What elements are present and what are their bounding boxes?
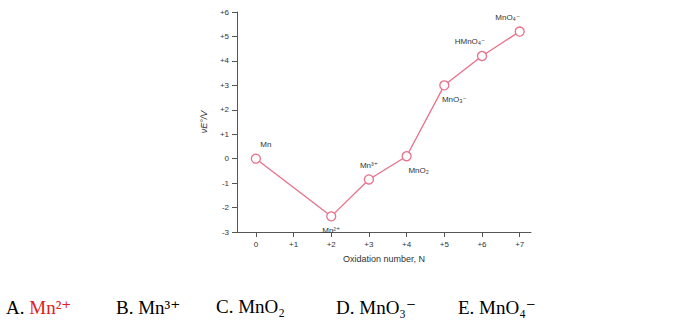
svg-text:Oxidation number, N: Oxidation number, N xyxy=(343,254,425,264)
svg-text:+6: +6 xyxy=(477,240,487,249)
svg-text:Mn³⁺: Mn³⁺ xyxy=(360,161,378,170)
svg-text:+7: +7 xyxy=(515,240,525,249)
svg-text:0: 0 xyxy=(254,240,259,249)
svg-text:MnO₃⁻: MnO₃⁻ xyxy=(442,95,467,104)
svg-text:+3: +3 xyxy=(364,240,374,249)
html-text:C. MnO₂: C. MnO₂ xyxy=(216,296,285,317)
svg-text:+5: +5 xyxy=(440,240,450,249)
svg-text:+6: +6 xyxy=(220,8,230,17)
svg-text:+4: +4 xyxy=(402,240,412,249)
svg-text:0: 0 xyxy=(225,154,230,163)
svg-text:HMnO₄⁻: HMnO₄⁻ xyxy=(455,37,486,46)
svg-text:+3: +3 xyxy=(220,81,230,90)
svg-text:+5: +5 xyxy=(220,32,230,41)
html-text:E. MnO₄⁻: E. MnO₄⁻ xyxy=(458,297,536,318)
svg-text:-2: -2 xyxy=(222,203,230,212)
svg-text:+4: +4 xyxy=(220,56,230,65)
html-text:B. Mn³⁺: B. Mn³⁺ xyxy=(116,297,181,318)
svg-text:+1: +1 xyxy=(220,130,230,139)
html-text:A. Mn²⁺: A. Mn²⁺ xyxy=(6,297,72,318)
svg-text:-3: -3 xyxy=(222,228,230,237)
html-text:D. MnO₃⁻: D. MnO₃⁻ xyxy=(336,297,416,318)
svg-text:MnO₂: MnO₂ xyxy=(408,166,428,175)
svg-text:+2: +2 xyxy=(327,240,337,249)
svg-text:+2: +2 xyxy=(220,105,230,114)
svg-text:+1: +1 xyxy=(289,240,299,249)
svg-text:νE°/V: νE°/V xyxy=(199,110,209,134)
svg-text:MnO₄⁻: MnO₄⁻ xyxy=(495,13,520,22)
svg-text:Mn²⁺: Mn²⁺ xyxy=(322,226,340,235)
svg-text:Mn: Mn xyxy=(260,140,271,149)
svg-text:-1: -1 xyxy=(222,179,230,188)
